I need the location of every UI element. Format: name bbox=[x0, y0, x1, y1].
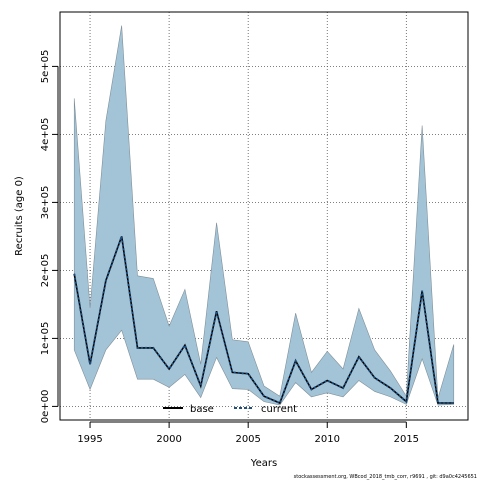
footer-credit: stockassessment.org, WBcod_2018_tmb_corr… bbox=[294, 474, 477, 480]
x-axis-title: Years bbox=[250, 458, 277, 469]
y-tick-label: 4e+05 bbox=[40, 118, 51, 152]
x-tick-label: 2005 bbox=[235, 434, 260, 445]
y-tick-label: 2e+05 bbox=[40, 254, 51, 288]
x-tick-label: 2015 bbox=[394, 434, 419, 445]
y-tick-label: 0e+00 bbox=[40, 390, 51, 424]
plot-frame bbox=[59, 11, 469, 421]
y-axis: 0e+00 1e+05 2e+05 3e+05 4e+05 5e+05 bbox=[40, 50, 59, 424]
x-tick-label: 2010 bbox=[315, 434, 340, 445]
legend-label-base: base bbox=[190, 404, 214, 415]
y-tick-label: 3e+05 bbox=[40, 186, 51, 220]
x-axis: 1995 2000 2005 2010 2015 bbox=[77, 421, 419, 445]
x-tick-label: 2000 bbox=[156, 434, 181, 445]
y-tick-label: 1e+05 bbox=[40, 322, 51, 356]
legend-label-current: current bbox=[261, 404, 297, 415]
x-tick-label: 1995 bbox=[77, 434, 102, 445]
legend: base current bbox=[163, 404, 297, 415]
y-tick-label: 5e+05 bbox=[40, 50, 51, 84]
y-axis-title: Recruits (age 0) bbox=[14, 176, 25, 256]
confidence-band bbox=[73, 25, 455, 406]
series-line-current bbox=[73, 236, 454, 405]
